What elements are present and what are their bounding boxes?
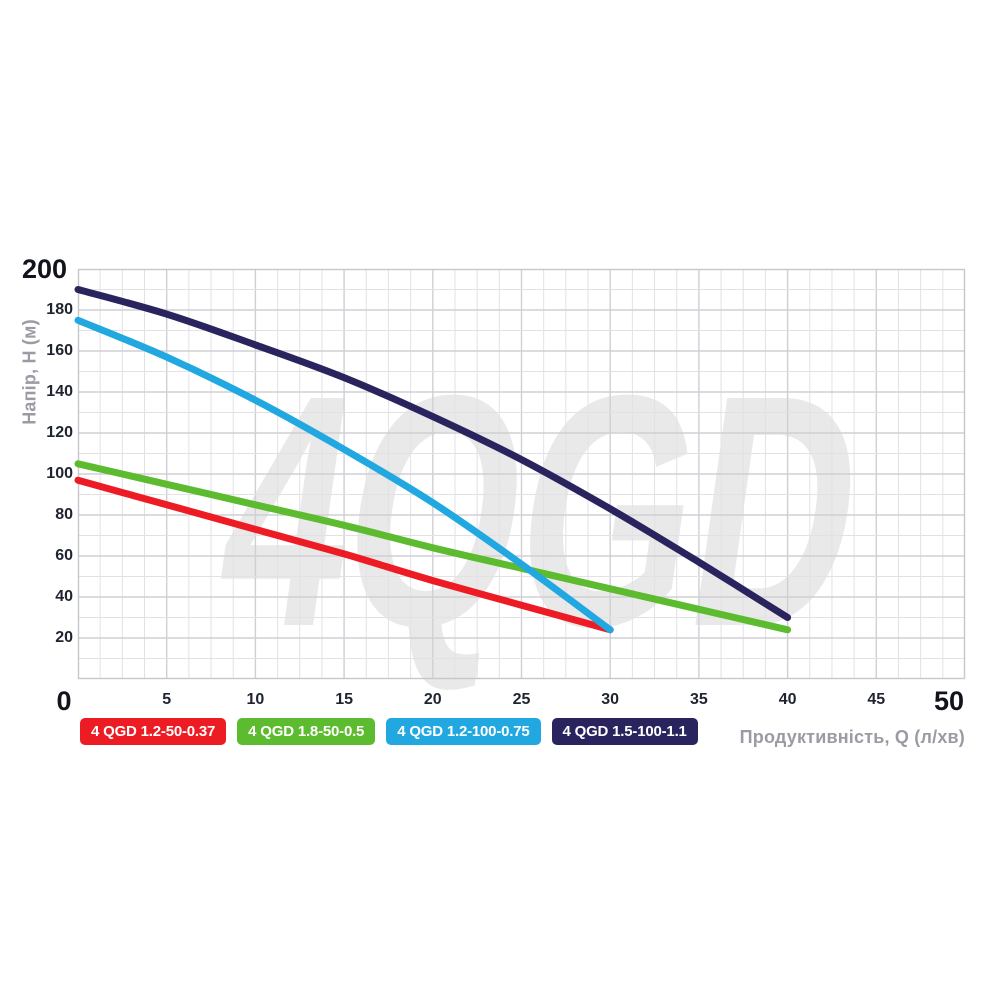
x-tick-label-0: 0 <box>56 686 72 716</box>
y-tick-label-200: 200 <box>21 254 67 284</box>
x-tick-label-10: 10 <box>246 691 265 708</box>
x-tick-label-20: 20 <box>423 691 442 708</box>
legend-badge-series-0: 4 QGD 1.2-50-0.37 <box>80 718 227 745</box>
x-tick-label-40: 40 <box>778 691 797 708</box>
x-axis-title: Продуктивність, Q (л/хв) <box>739 727 965 747</box>
y-tick-label-180: 180 <box>46 301 73 318</box>
x-tick-label-45: 45 <box>867 691 886 708</box>
x-tick-label-5: 5 <box>162 691 172 708</box>
y-tick-label-20: 20 <box>55 629 73 646</box>
legend-badge-series-3: 4 QGD 1.5-100-1.1 <box>551 718 698 745</box>
y-tick-label-120: 120 <box>46 424 73 441</box>
legend: 4 QGD 1.2-50-0.37 4 QGD 1.8-50-0.5 4 QGD 1… <box>80 718 698 745</box>
plot-border <box>77 268 966 680</box>
legend-badge-series-1: 4 QGD 1.8-50-0.5 <box>237 718 376 745</box>
curve-series-0 <box>74 476 614 634</box>
y-tick-label-100: 100 <box>46 465 73 482</box>
x-tick-label-15: 15 <box>335 691 353 708</box>
y-tick-label-80: 80 <box>55 506 73 523</box>
y-axis-title: Напір, H (м) <box>19 319 40 425</box>
y-tick-label-140: 140 <box>46 383 73 400</box>
curve-series-1 <box>74 460 792 634</box>
curve-series-2 <box>74 316 614 634</box>
x-tick-label-25: 25 <box>512 691 531 708</box>
curve-series-3 <box>74 286 792 621</box>
x-tick-label-30: 30 <box>601 691 620 708</box>
y-tick-label-60: 60 <box>55 547 73 564</box>
y-tick-label-40: 40 <box>55 588 73 605</box>
plot-area: 4QGD <box>74 268 966 696</box>
legend-badge-series-2: 4 QGD 1.2-100-0.75 <box>386 718 541 745</box>
watermark-text: 4QGD <box>201 327 883 695</box>
x-tick-label-35: 35 <box>689 691 708 708</box>
x-tick-label-50: 50 <box>933 686 965 716</box>
y-tick-label-160: 160 <box>46 342 73 359</box>
